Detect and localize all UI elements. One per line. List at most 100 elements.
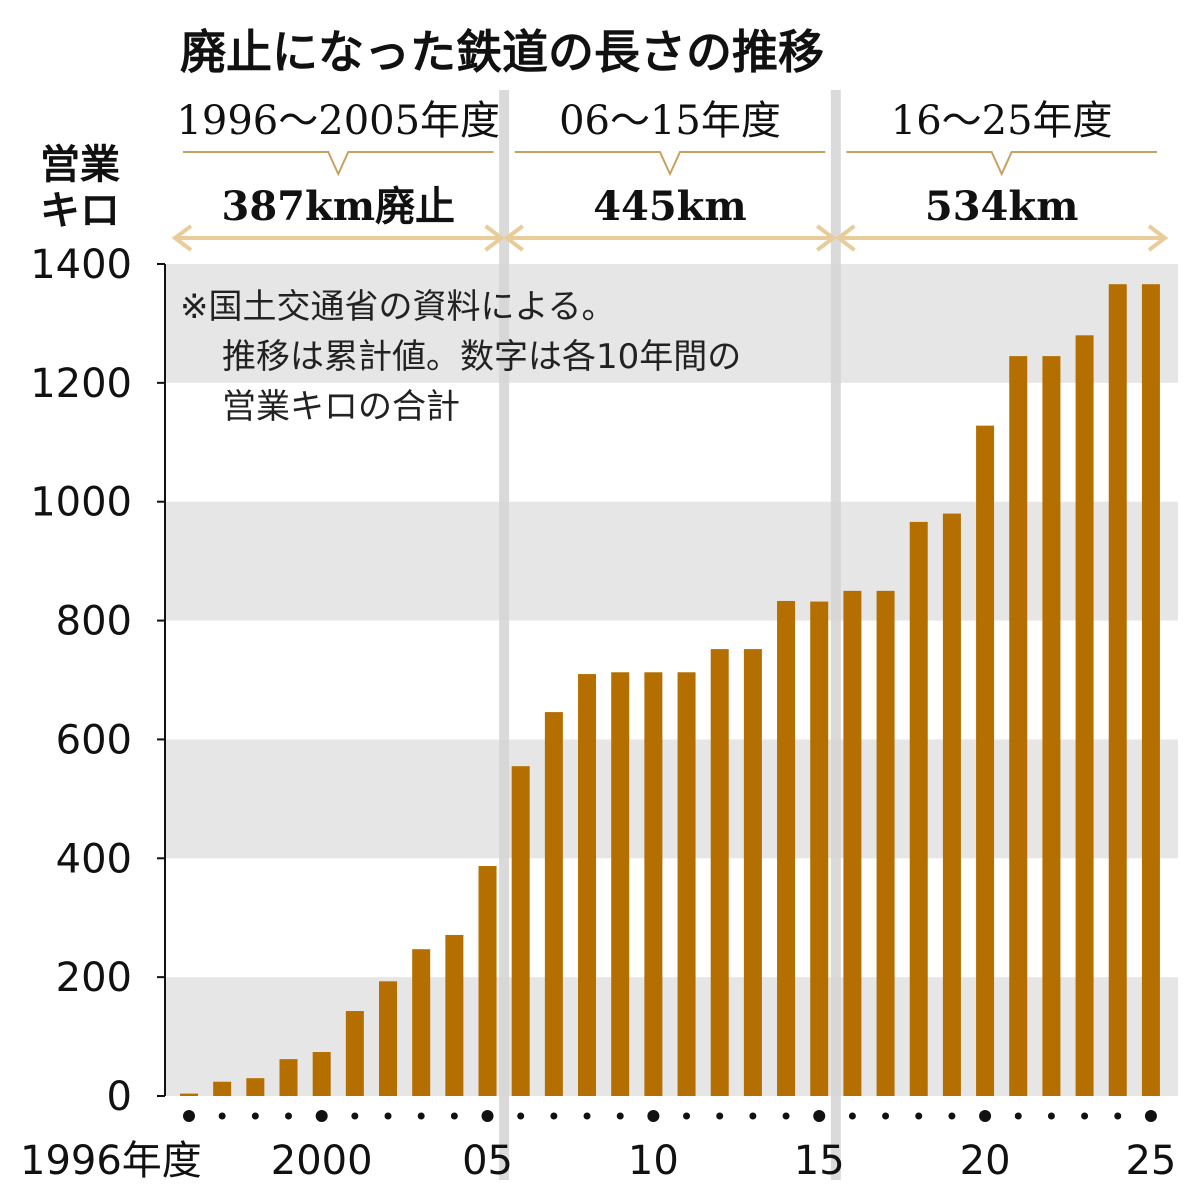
x-tick-dot — [517, 1112, 525, 1120]
x-tick-label: 10 — [628, 1138, 679, 1184]
x-tick-dot — [285, 1112, 293, 1120]
x-tick-dot — [1114, 1112, 1122, 1120]
y-axis-label-line2: キロ — [40, 188, 120, 234]
period-divider — [499, 90, 510, 1180]
note-line3: 営業キロの合計 — [222, 387, 460, 427]
y-tick-label: 600 — [56, 717, 132, 763]
x-tick-dot — [647, 1110, 660, 1122]
bar-2006 — [511, 766, 530, 1096]
x-tick-label: 2000 — [271, 1138, 373, 1184]
x-tick-dot — [716, 1112, 724, 1120]
grid-band — [165, 739, 1178, 859]
y-tick-label: 1200 — [30, 361, 132, 407]
x-tick-label: 1996年度 — [20, 1138, 202, 1184]
x-tick-dot — [782, 1112, 790, 1120]
x-tick-dot — [351, 1112, 359, 1120]
period-bracket — [846, 151, 1157, 177]
period-bracket — [514, 151, 826, 177]
bar-2008 — [578, 674, 597, 1096]
bar-2001 — [345, 1011, 364, 1096]
bar-2016 — [843, 590, 862, 1096]
x-tick-dot — [1047, 1112, 1055, 1120]
bar-1999 — [279, 1059, 298, 1096]
bar-2002 — [379, 981, 398, 1096]
x-tick-dot — [417, 1112, 425, 1120]
bar-2021 — [1009, 356, 1028, 1097]
x-tick-dot — [848, 1112, 856, 1120]
bar-2010 — [644, 672, 663, 1096]
bar-2017 — [876, 590, 895, 1096]
x-tick-label: 25 — [1125, 1138, 1176, 1184]
bar-2013 — [743, 649, 762, 1096]
bar-2015 — [810, 601, 829, 1096]
bar-2022 — [1042, 356, 1061, 1097]
y-tick-label: 200 — [56, 955, 132, 1001]
period-arrow — [171, 224, 505, 252]
y-tick-label: 0 — [107, 1074, 132, 1120]
period-arrow — [503, 224, 837, 252]
bar-2014 — [777, 600, 796, 1096]
period-total: 534km — [925, 183, 1079, 230]
x-tick-dot — [183, 1110, 195, 1122]
x-tick-dot — [813, 1110, 826, 1122]
bar-2020 — [976, 425, 995, 1096]
x-tick-dot — [1144, 1110, 1157, 1122]
y-axis-label-line1: 営業 — [40, 142, 120, 188]
period-arrow — [835, 224, 1169, 252]
period-bracket — [183, 151, 494, 177]
bar-1996 — [180, 1093, 198, 1096]
bar-2009 — [611, 672, 630, 1096]
bar-2023 — [1075, 335, 1094, 1096]
x-tick-label: 05 — [462, 1138, 513, 1184]
x-tick-dot — [450, 1112, 458, 1120]
period-label: 06〜15年度 — [559, 98, 781, 144]
period-total: 387km廃止 — [221, 183, 455, 230]
note-line2: 推移は累計値。数字は各10年間の — [222, 337, 741, 377]
bar-2018 — [909, 521, 928, 1096]
x-tick-dot — [979, 1110, 992, 1122]
x-tick-dot — [218, 1112, 226, 1120]
y-tick-label: 1400 — [30, 242, 132, 288]
period-label: 1996〜2005年度 — [176, 98, 500, 144]
x-tick-dot — [915, 1112, 923, 1120]
bar-1997 — [213, 1081, 232, 1096]
bar-2011 — [677, 672, 696, 1096]
x-tick-dot — [948, 1112, 956, 1120]
bar-2003 — [412, 949, 431, 1096]
bar-1998 — [246, 1078, 265, 1096]
x-tick-dot — [1014, 1112, 1022, 1120]
x-tick-label: 15 — [794, 1138, 845, 1184]
period-total: 445km — [593, 183, 747, 230]
y-tick-label: 1000 — [30, 480, 132, 526]
x-tick-dot — [251, 1112, 259, 1120]
note-line1: ※国土交通省の資料による。 — [180, 287, 615, 327]
bar-2000 — [312, 1052, 331, 1096]
x-tick-dot — [315, 1110, 328, 1122]
y-tick-label: 400 — [56, 836, 132, 882]
x-tick-dot — [616, 1112, 624, 1120]
bar-2012 — [710, 649, 729, 1096]
chart-title: 廃止になった鉄道の長さの推移 — [180, 25, 824, 79]
x-tick-dot — [550, 1112, 558, 1120]
bar-2005 — [478, 866, 497, 1096]
x-tick-dot — [583, 1112, 591, 1120]
x-tick-label: 20 — [960, 1138, 1011, 1184]
period-divider — [830, 90, 841, 1180]
bar-2004 — [445, 934, 464, 1096]
x-tick-dot — [481, 1110, 494, 1122]
x-tick-dot — [749, 1112, 757, 1120]
x-tick-dot — [683, 1112, 691, 1120]
x-tick-dot — [882, 1112, 890, 1120]
x-tick-dot — [384, 1112, 392, 1120]
bar-2025 — [1141, 284, 1160, 1097]
grid-band — [165, 264, 1178, 383]
bar-2007 — [544, 712, 563, 1096]
bar-2024 — [1108, 284, 1127, 1097]
grid-band — [165, 977, 1178, 1096]
x-tick-dot — [1081, 1112, 1089, 1120]
period-label: 16〜25年度 — [891, 98, 1113, 144]
bar-2019 — [942, 513, 961, 1096]
y-tick-label: 800 — [56, 599, 132, 645]
grid-band — [165, 501, 1178, 621]
